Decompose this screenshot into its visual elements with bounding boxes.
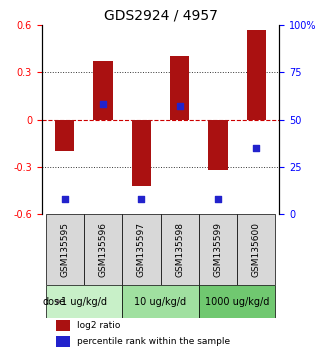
Text: 1000 ug/kg/d: 1000 ug/kg/d [205, 297, 269, 307]
Bar [56, 336, 70, 347]
Text: log2 ratio: log2 ratio [77, 321, 121, 330]
Bar [247, 29, 266, 120]
FancyBboxPatch shape [160, 214, 199, 285]
Bar [56, 320, 70, 331]
Bar [170, 56, 189, 120]
Text: GSM135598: GSM135598 [175, 222, 184, 277]
Bar [55, 120, 74, 151]
FancyBboxPatch shape [84, 214, 122, 285]
Point [177, 103, 182, 109]
Text: GSM135595: GSM135595 [60, 222, 69, 277]
FancyBboxPatch shape [199, 214, 237, 285]
FancyBboxPatch shape [199, 285, 275, 318]
Point [139, 196, 144, 202]
Point [62, 196, 67, 202]
FancyBboxPatch shape [122, 285, 199, 318]
Bar [208, 120, 228, 170]
Text: GSM135599: GSM135599 [213, 222, 222, 277]
FancyBboxPatch shape [46, 285, 122, 318]
Point [254, 145, 259, 151]
Point [100, 102, 106, 107]
FancyBboxPatch shape [46, 214, 84, 285]
Bar [132, 120, 151, 186]
Point [215, 196, 221, 202]
Title: GDS2924 / 4957: GDS2924 / 4957 [104, 8, 217, 22]
Text: 1 ug/kg/d: 1 ug/kg/d [61, 297, 107, 307]
Text: 10 ug/kg/d: 10 ug/kg/d [134, 297, 187, 307]
Text: GSM135600: GSM135600 [252, 222, 261, 277]
FancyBboxPatch shape [122, 214, 160, 285]
FancyBboxPatch shape [237, 214, 275, 285]
Text: GSM135597: GSM135597 [137, 222, 146, 277]
Text: GSM135596: GSM135596 [99, 222, 108, 277]
Text: dose: dose [42, 297, 65, 307]
Text: percentile rank within the sample: percentile rank within the sample [77, 337, 230, 346]
Bar [93, 61, 113, 120]
